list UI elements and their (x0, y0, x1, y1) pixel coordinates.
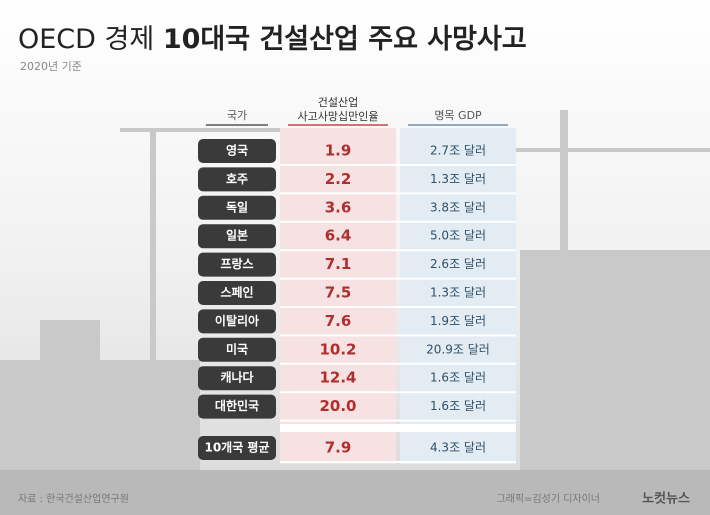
source: 자료 : 한국건설산업연구원 (18, 492, 129, 505)
column-header: 국가 (227, 109, 247, 122)
country-cell (198, 436, 276, 460)
subtitle: 2020년 기준 (20, 60, 82, 73)
country-cell (198, 224, 276, 249)
gdp-panel (400, 128, 516, 464)
rate: 10.2 (319, 340, 356, 358)
country-cell (198, 394, 276, 419)
country-cell (198, 337, 276, 362)
rate: 2.2 (325, 170, 352, 188)
rate: 7.1 (325, 255, 352, 273)
title: OECD 경제 10대국 건설산업 주요 사망사고 (18, 24, 527, 55)
country-cell (198, 252, 276, 277)
gdp: 1.3조 달러 (430, 286, 486, 300)
rate: 3.6 (325, 198, 352, 216)
gdp: 2.6조 달러 (430, 257, 486, 271)
rate: 6.4 (325, 227, 352, 245)
country: 독일 (226, 200, 248, 214)
country-cell (198, 195, 276, 220)
country-cell (198, 167, 276, 192)
country-cell (198, 366, 276, 391)
title-light: OECD 경제 (18, 24, 154, 55)
column-header: 사고사망십만인율 (298, 110, 379, 123)
country: 이탈리아 (215, 313, 259, 328)
column-header: 건설산업 (318, 96, 358, 109)
rate: 7.6 (325, 312, 352, 330)
rate: 7.5 (325, 284, 352, 302)
country: 캐나다 (220, 370, 253, 385)
country-cell (198, 281, 276, 305)
logo: 노컷뉴스 (642, 491, 690, 507)
gdp: 2.7조 달러 (430, 144, 486, 158)
gdp: 3.8조 달러 (430, 200, 486, 214)
rate: 7.9 (325, 439, 352, 457)
gdp: 1.6조 달러 (430, 371, 486, 385)
gdp: 1.3조 달러 (430, 172, 486, 186)
rate: 1.9 (325, 142, 352, 160)
country: 일본 (226, 229, 248, 243)
rate-panel (280, 128, 396, 464)
gdp: 20.9조 달러 (426, 342, 490, 356)
country-cell (198, 309, 276, 334)
gdp: 1.9조 달러 (430, 314, 486, 328)
country: 10개국 평균 (204, 441, 269, 455)
country-cell (198, 139, 276, 163)
rate: 12.4 (319, 369, 356, 387)
gdp: 4.3조 달러 (430, 441, 486, 455)
country: 스페인 (220, 285, 253, 300)
gdp: 5.0조 달러 (430, 229, 486, 243)
country: 영국 (226, 143, 248, 158)
gdp: 1.6조 달러 (430, 399, 486, 413)
title-bold: 10대국 건설산업 주요 사망사고 (163, 24, 527, 55)
country: 호주 (226, 172, 248, 186)
country: 대한민국 (215, 398, 259, 413)
country: 프랑스 (220, 257, 253, 271)
country: 미국 (226, 341, 248, 356)
gap (280, 424, 516, 432)
rate: 20.0 (319, 397, 356, 415)
column-header: 명목 GDP (434, 109, 482, 122)
credit: 그래픽=김성기 디자이너 (496, 493, 600, 505)
